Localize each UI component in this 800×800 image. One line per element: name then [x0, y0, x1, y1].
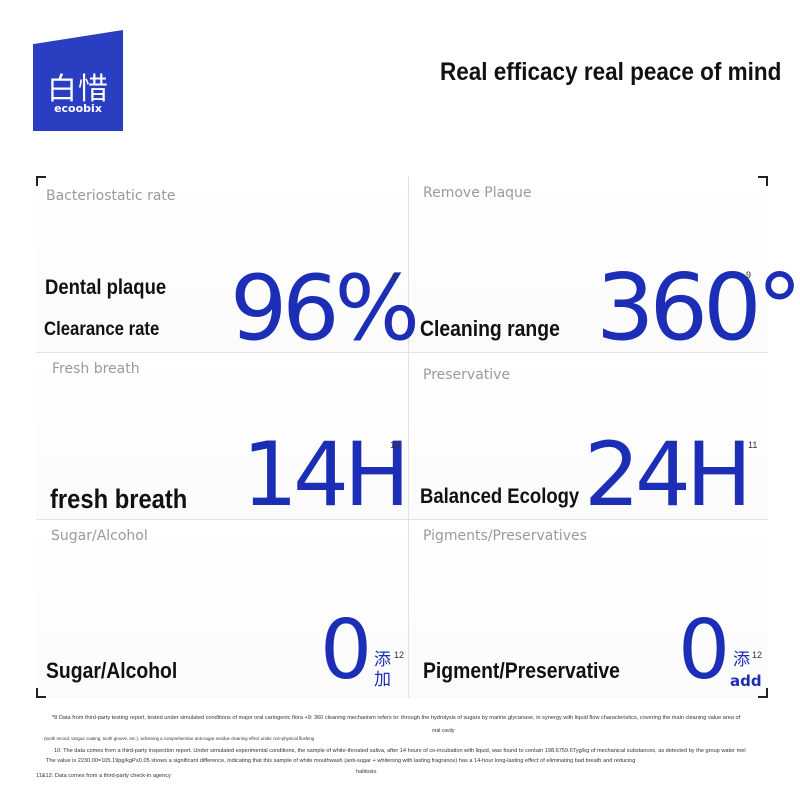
footnote-ref: 8: [392, 272, 398, 282]
additive-mark: 添: [733, 650, 750, 670]
category-label: Sugar/Alcohol: [51, 528, 148, 544]
corner-mark: [758, 688, 768, 698]
metric-value: 0: [678, 603, 730, 698]
cell-bacteriostatic: [36, 176, 408, 352]
brand-chinese-name: 白惜: [47, 72, 109, 107]
footnote-ref: 9: [746, 270, 752, 280]
metric-value: 360°: [596, 254, 800, 361]
footnote-text: The value is 2230.00=105.19pg/kgP≤0.05 s…: [46, 758, 636, 764]
efficacy-grid: Bacteriostatic rate Dental plaque Cleara…: [36, 176, 800, 698]
grid-divider-horizontal: [36, 519, 768, 520]
corner-mark: [758, 176, 768, 186]
footnote-ref: 12: [752, 650, 763, 660]
headline: Real efficacy real peace of mind: [440, 58, 782, 86]
corner-mark: [36, 176, 46, 186]
cell-sugar-alcohol: [36, 520, 408, 698]
footnote-text: ·10: The data comes from a third-party i…: [52, 748, 746, 754]
metric-value: 96%: [230, 256, 420, 361]
grid-divider-horizontal: [36, 352, 768, 353]
additive-mark: 加: [374, 670, 391, 690]
footnote-ref: 12: [394, 650, 405, 660]
brand-logo: 白惜 ecoobix: [33, 30, 123, 131]
additive-mark: add: [730, 672, 762, 690]
category-label: Bacteriostatic rate: [46, 188, 176, 204]
grid-divider-vertical: [408, 176, 409, 698]
cell-pigments: [409, 520, 768, 698]
category-label: Fresh breath: [52, 361, 140, 377]
cell-remove-plaque: [409, 176, 768, 352]
metric-label: Sugar/Alcohol: [46, 658, 178, 683]
additive-mark: 添: [374, 650, 391, 670]
cell-preservative: [409, 353, 768, 519]
category-label: Remove Plaque: [423, 185, 532, 201]
footnote-text: (tooth record, tongue coating, tooth gro…: [44, 736, 315, 741]
metric-label: Dental plaque: [45, 276, 167, 299]
cell-fresh-breath: [36, 353, 408, 519]
footnote-ref: 11: [748, 440, 758, 450]
category-label: Pigments/Preservatives: [423, 528, 587, 544]
metric-value: 14H: [242, 423, 410, 526]
metric-value: 0: [320, 603, 372, 698]
metric-label: fresh breath: [50, 484, 188, 514]
metric-label: Cleaning range: [420, 316, 560, 341]
brand-english-name: ecoobix: [54, 102, 102, 115]
footnote-text: *8 Data from third-party testing report,…: [52, 715, 741, 721]
metric-label: Balanced Ecology: [420, 485, 580, 508]
metric-value: 24H: [584, 423, 752, 526]
footnote-text: oral cavity: [432, 728, 455, 734]
footnote-text: 11&12: Data comes from a third-party che…: [36, 773, 171, 779]
footnote-ref: 10: [390, 440, 401, 450]
footnote-text: halitosis.: [356, 769, 378, 775]
category-label: Preservative: [423, 367, 511, 383]
metric-label: Clearance rate: [44, 319, 160, 340]
corner-mark: [36, 688, 46, 698]
metric-label: Pigment/Preservative: [423, 658, 620, 683]
